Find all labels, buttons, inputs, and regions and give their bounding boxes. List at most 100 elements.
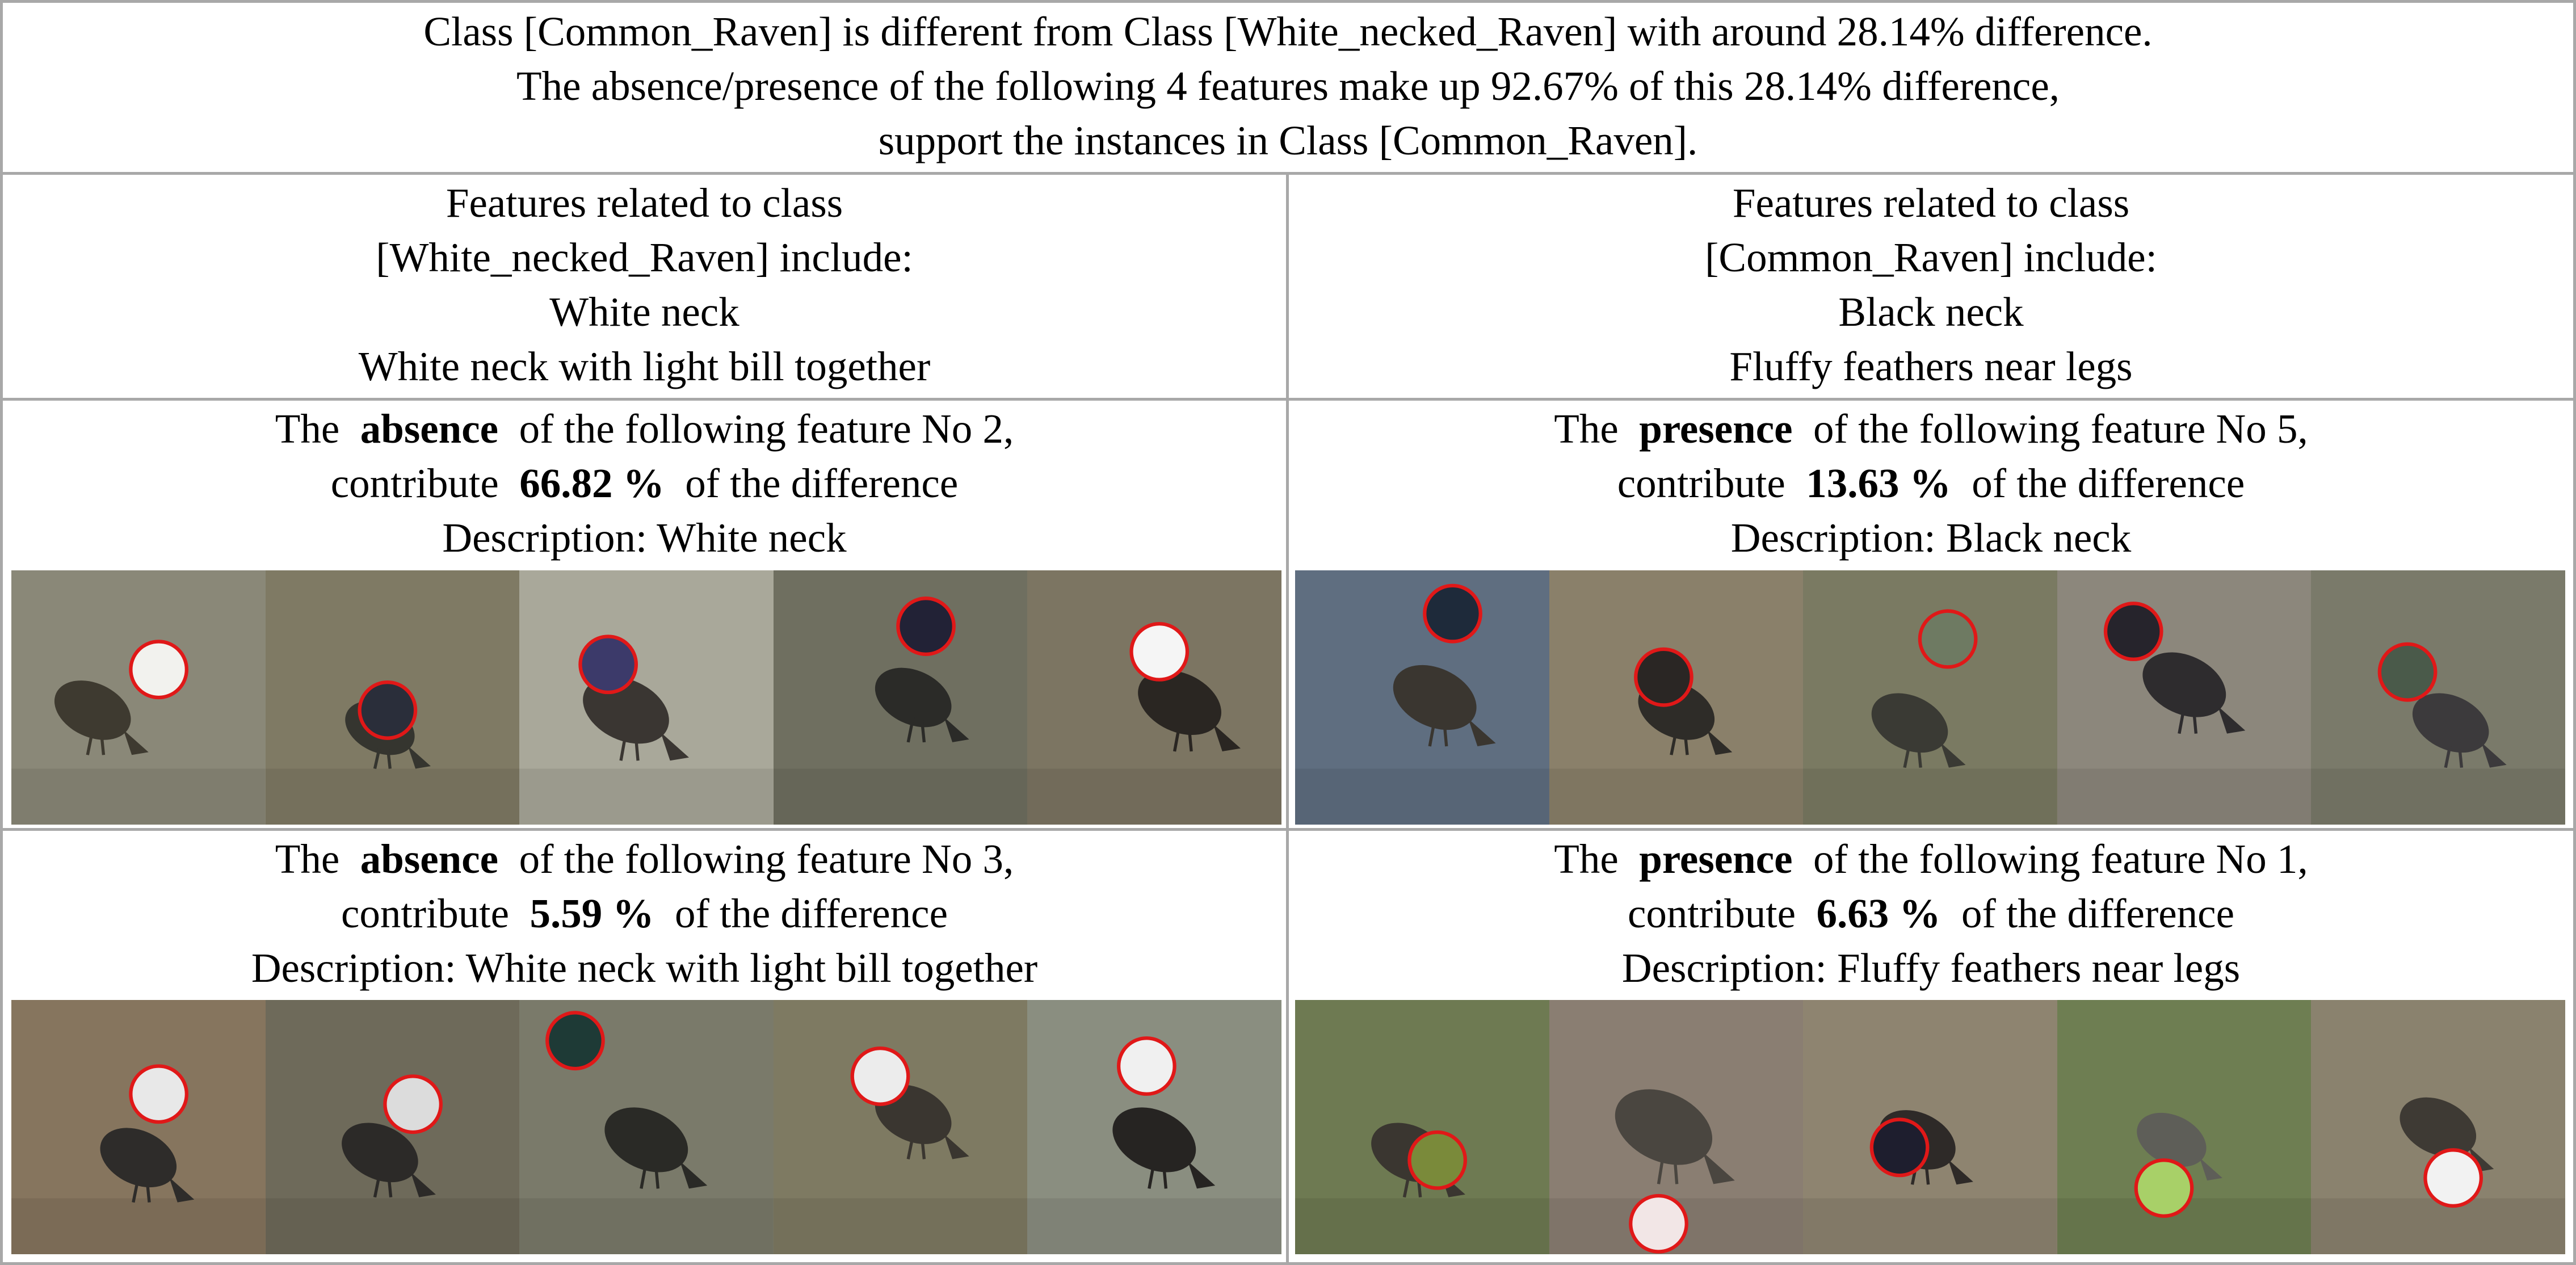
bird-figure [1803, 1110, 2057, 1254]
summary-line: Features related to class [1732, 180, 2130, 226]
bird-body [100, 1128, 177, 1188]
bird-legs [1669, 729, 1689, 755]
image-strip [11, 1000, 1281, 1254]
ground [265, 1198, 520, 1254]
ground [2311, 1198, 2565, 1254]
highlighted-region [2423, 1148, 2483, 1208]
example-image [1803, 1000, 2057, 1254]
example-image [1549, 1000, 1804, 1254]
example-image [773, 570, 1028, 825]
highlighted-region [358, 680, 417, 740]
feature-kind: presence [1639, 406, 1793, 452]
bird-legs [86, 729, 106, 755]
bird-tail [1468, 718, 1496, 747]
highlighted-region [1129, 621, 1190, 682]
bird-figure [265, 1074, 520, 1254]
feature-kind: absence [360, 406, 499, 452]
highlighted-region [1117, 1036, 1177, 1096]
feature-contribution: contribute 13.63 % of the difference [1617, 460, 2245, 506]
feature-panel-text: The absence of the following feature No … [3, 832, 1286, 995]
feature-sentence: The absence of the following feature No … [275, 406, 1014, 452]
highlighted-region [2134, 1158, 2194, 1218]
bird-figure [265, 680, 520, 825]
example-image [265, 1000, 520, 1254]
highlighted-region [896, 596, 956, 656]
highlighted-region [545, 1011, 606, 1071]
ground [1803, 1198, 2057, 1254]
bird-figure [1549, 647, 1804, 825]
ground [1295, 1198, 1549, 1254]
highlighted-region [1628, 1193, 1688, 1254]
bird-figure [2311, 1097, 2565, 1254]
feature-kind: presence [1639, 836, 1793, 882]
bird-figure [519, 1011, 774, 1254]
feature-description: Description: Black neck [1730, 515, 2132, 561]
bird-figure [2057, 602, 2312, 825]
feature-panel-text: The presence of the following feature No… [1289, 832, 2573, 995]
example-image [2311, 1000, 2565, 1254]
feature-percent: 13.63 % [1806, 460, 1951, 506]
ground [773, 768, 1028, 825]
summary-line: [White_necked_Raven] include: [376, 234, 913, 280]
bird-body [1871, 693, 1948, 753]
feature-description: Description: Fluffy feathers near legs [1621, 945, 2241, 991]
bird-legs [373, 1171, 392, 1198]
bird-tail [1948, 1159, 1974, 1185]
bird-body [875, 667, 952, 728]
ground [2057, 768, 2312, 825]
bird-body [1615, 1089, 1712, 1165]
bird-tail [1702, 1151, 1735, 1184]
highlighted-region [850, 1046, 910, 1106]
highlighted-region [1869, 1117, 1930, 1178]
example-image [265, 570, 520, 825]
ground [11, 1198, 266, 1254]
example-image [2057, 570, 2312, 825]
header-line: The absence/presence of the following 4 … [516, 63, 2060, 109]
highlighted-region [383, 1074, 443, 1134]
image-strip [11, 570, 1281, 825]
bird-figure [2057, 1112, 2312, 1254]
highlighted-region [129, 640, 188, 700]
ground [11, 768, 266, 825]
bird-tail [2469, 1146, 2494, 1172]
bird-figure [1295, 583, 1549, 825]
ground [773, 1198, 1028, 1254]
image-strip [1295, 1000, 2565, 1254]
bird-figure [1295, 1123, 1549, 1254]
bird-body [54, 680, 131, 740]
highlighted-region [1918, 609, 1978, 669]
bird-legs [906, 716, 926, 743]
example-image [1295, 1000, 1549, 1254]
bird-legs [619, 732, 640, 761]
header-line: support the instances in Class [Common_R… [878, 117, 1698, 163]
bird-legs [1428, 718, 1448, 747]
bird-legs [2444, 742, 2464, 768]
right-class-features: Features related to class [Common_Raven]… [1289, 176, 2573, 394]
example-image [1295, 570, 1549, 825]
bird-legs [1903, 742, 1923, 768]
summary-line: [Common_Raven] include: [1705, 234, 2157, 280]
example-image [11, 570, 266, 825]
ground [1295, 768, 1549, 825]
highlighted-region [1633, 647, 1693, 707]
feature-contribution: contribute 66.82 % of the difference [330, 460, 959, 506]
ground [1027, 1198, 1281, 1254]
ground [519, 768, 774, 825]
bird-legs [906, 1133, 926, 1159]
ground [1803, 768, 2057, 825]
bird-body [1138, 670, 1222, 736]
bird-figure [11, 640, 266, 825]
bird-body [604, 1107, 688, 1172]
highlighted-region [1407, 1130, 1468, 1190]
bird-body [1112, 1107, 1196, 1172]
feature-sentence: The absence of the following feature No … [275, 836, 1014, 882]
example-image [1027, 1000, 1281, 1254]
example-image [1549, 570, 1804, 825]
bird-figure [11, 1064, 266, 1254]
summary-line: Fluffy feathers near legs [1729, 343, 2133, 389]
bird-tail [1940, 742, 1966, 768]
bird-legs [2177, 705, 2197, 734]
ground [519, 1198, 774, 1254]
left-class-features: Features related to class [White_necked_… [3, 176, 1286, 394]
bird-legs [1657, 1151, 1678, 1184]
